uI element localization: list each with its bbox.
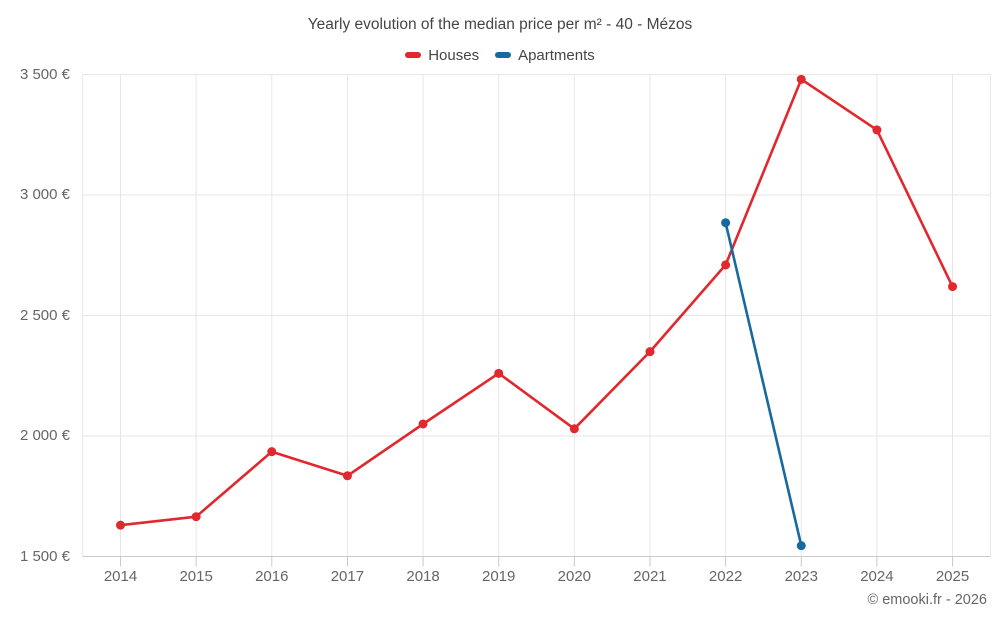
apartments-series-swatch-icon <box>495 52 512 58</box>
apartments-line <box>724 221 803 548</box>
x-axis-label: 2022 <box>708 568 743 585</box>
houses-point[interactable] <box>418 419 428 429</box>
legend-label-houses: Houses <box>428 46 480 64</box>
x-axis-label: 2017 <box>330 568 365 585</box>
chart-legend: Houses Apartments <box>0 45 1000 65</box>
houses-point[interactable] <box>494 368 504 378</box>
houses-point[interactable] <box>645 347 655 357</box>
x-axis-label: 2016 <box>255 568 289 585</box>
horizontal-gridlines <box>82 74 991 437</box>
houses-point[interactable] <box>948 282 958 292</box>
y-axis-label: 3 500 € <box>19 65 70 83</box>
y-axis-label: 3 000 € <box>19 186 70 203</box>
x-axis-label: 2021 <box>633 568 667 585</box>
apartments-point[interactable] <box>721 218 731 228</box>
houses-point[interactable] <box>342 471 352 481</box>
x-axis-line <box>82 556 991 567</box>
houses-point[interactable] <box>267 447 277 457</box>
copyright-credit: © emooki.fr - 2026 <box>867 592 987 608</box>
series-houses <box>116 74 958 530</box>
x-axis-label: 2025 <box>935 568 970 585</box>
houses-point[interactable] <box>569 424 579 434</box>
houses-series-swatch-icon <box>405 52 422 58</box>
legend-item-apartments[interactable]: Apartments <box>495 47 595 64</box>
apartments-point[interactable] <box>796 541 806 551</box>
houses-point[interactable] <box>796 74 806 84</box>
x-axis-label: 2018 <box>406 568 440 585</box>
x-axis-label: 2024 <box>860 568 894 585</box>
houses-point[interactable] <box>721 260 731 270</box>
y-axis-label: 1 500 € <box>19 547 70 565</box>
x-axis-label: 2015 <box>179 568 213 585</box>
y-axis-label: 2 500 € <box>19 306 70 324</box>
series-apartments <box>721 218 806 551</box>
x-axis-label: 2023 <box>784 568 818 585</box>
legend-item-houses[interactable]: Houses <box>405 47 479 64</box>
houses-line <box>119 78 954 527</box>
houses-point[interactable] <box>191 512 201 522</box>
x-axis-label: 2014 <box>103 568 138 585</box>
houses-point[interactable] <box>872 125 882 135</box>
houses-point[interactable] <box>116 520 125 530</box>
x-axis-label: 2019 <box>482 568 516 585</box>
legend-label-apartments: Apartments <box>518 46 595 64</box>
y-axis-label: 2 000 € <box>19 427 70 444</box>
x-axis-label: 2020 <box>557 568 592 585</box>
chart-title: Yearly evolution of the median price per… <box>307 16 693 33</box>
